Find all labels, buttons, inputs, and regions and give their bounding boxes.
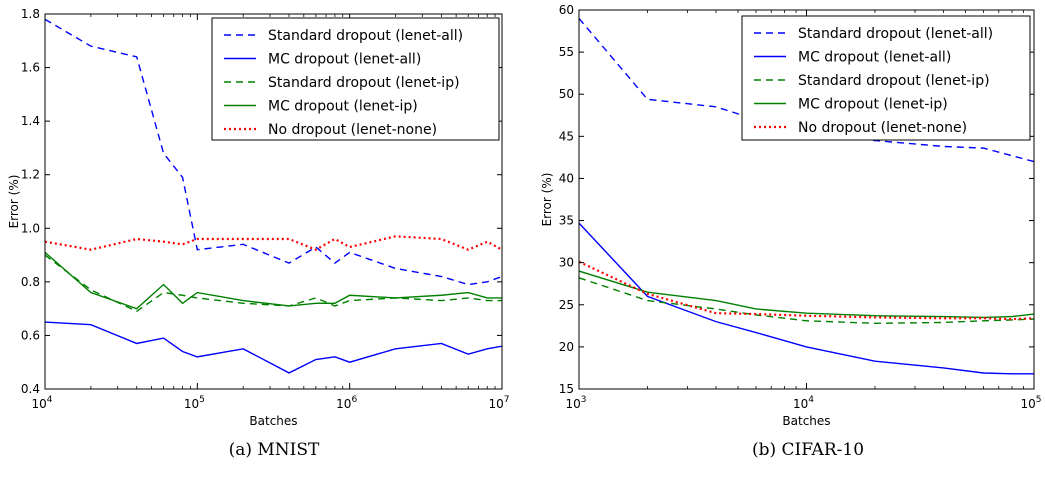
y-axis-label: Error (%) [540, 173, 554, 227]
series-group [45, 18, 502, 374]
y-tick-label: 50 [559, 87, 574, 101]
legend-label-1: MC dropout (lenet-all) [268, 52, 421, 68]
x-tick-label: 106 [336, 395, 357, 411]
y-tick-label: 15 [559, 382, 574, 396]
series-line-4 [45, 235, 502, 251]
series-line-2 [45, 254, 502, 313]
x-tick-label: 103 [565, 395, 586, 411]
series-line-0 [45, 18, 502, 286]
series-line-1 [45, 321, 502, 374]
y-axis-label: Error (%) [7, 175, 21, 229]
x-axis-label: Batches [249, 414, 297, 428]
y-tick-label: 1.6 [21, 61, 40, 75]
legend-label-4: No dropout (lenet-none) [798, 120, 967, 136]
x-tick-label: 104 [31, 395, 52, 411]
legend: Standard dropout (lenet-all) MC dropout (… [741, 15, 1031, 141]
legend-label-0: Standard dropout (lenet-all) [268, 28, 463, 44]
caption-cifar10: (b) CIFAR-10 [751, 440, 865, 460]
y-tick-label: 1.2 [21, 168, 40, 182]
caption-mnist: (a) MNIST [228, 440, 320, 460]
legend-frame [211, 17, 500, 141]
x-tick-label: 105 [184, 395, 205, 411]
series-line-3 [579, 270, 1034, 319]
chart-cifar10: 15 20 25 30 35 40 45 50 55 60 103 104 105 Batches Erro… [540, 3, 1042, 428]
legend-label-4: No dropout (lenet-none) [268, 122, 437, 138]
y-tick-label: 0.6 [21, 328, 40, 342]
y-tick-label: 35 [559, 214, 574, 228]
y-tick-label: 1.4 [21, 114, 40, 128]
y-tick-label: 30 [559, 256, 574, 270]
legend-frame [741, 15, 1031, 141]
legend-label-3: MC dropout (lenet-ip) [798, 97, 948, 113]
plot-frame [44, 13, 503, 390]
y-tick-label: 45 [559, 129, 574, 143]
series-line-3 [45, 251, 502, 310]
y-tick-label: 20 [559, 340, 574, 354]
series-line-2 [579, 277, 1034, 325]
x-axis-label: Batches [782, 414, 830, 428]
legend-label-1: MC dropout (lenet-all) [798, 50, 951, 66]
x-tick-label: 105 [1020, 395, 1041, 411]
y-tick-label: 40 [559, 171, 574, 185]
y-tick-label: 1.8 [21, 7, 40, 21]
chart-mnist: 0.4 0.6 0.8 1.0 1.2 1.4 1.6 1.8 104 105 106 107 Batc… [7, 7, 510, 428]
y-tick-label: 55 [559, 45, 574, 59]
legend-label-3: MC dropout (lenet-ip) [268, 99, 418, 115]
series-line-1 [579, 222, 1034, 375]
plot-frame [578, 9, 1035, 390]
y-tick-label: 0.4 [21, 382, 40, 396]
legend-label-2: Standard dropout (lenet-ip) [798, 73, 990, 89]
legend: Standard dropout (lenet-all) MC dropout (… [211, 17, 500, 141]
y-tick-label: 1.0 [21, 221, 40, 235]
x-tick-label: 107 [488, 395, 509, 411]
series-line-4 [579, 260, 1034, 321]
y-tick-label: 25 [559, 298, 574, 312]
legend-label-2: Standard dropout (lenet-ip) [268, 75, 460, 91]
y-tick-label: 0.8 [21, 275, 40, 289]
x-tick-label: 104 [793, 395, 814, 411]
y-tick-label: 60 [559, 3, 574, 17]
legend-label-0: Standard dropout (lenet-all) [798, 26, 993, 42]
